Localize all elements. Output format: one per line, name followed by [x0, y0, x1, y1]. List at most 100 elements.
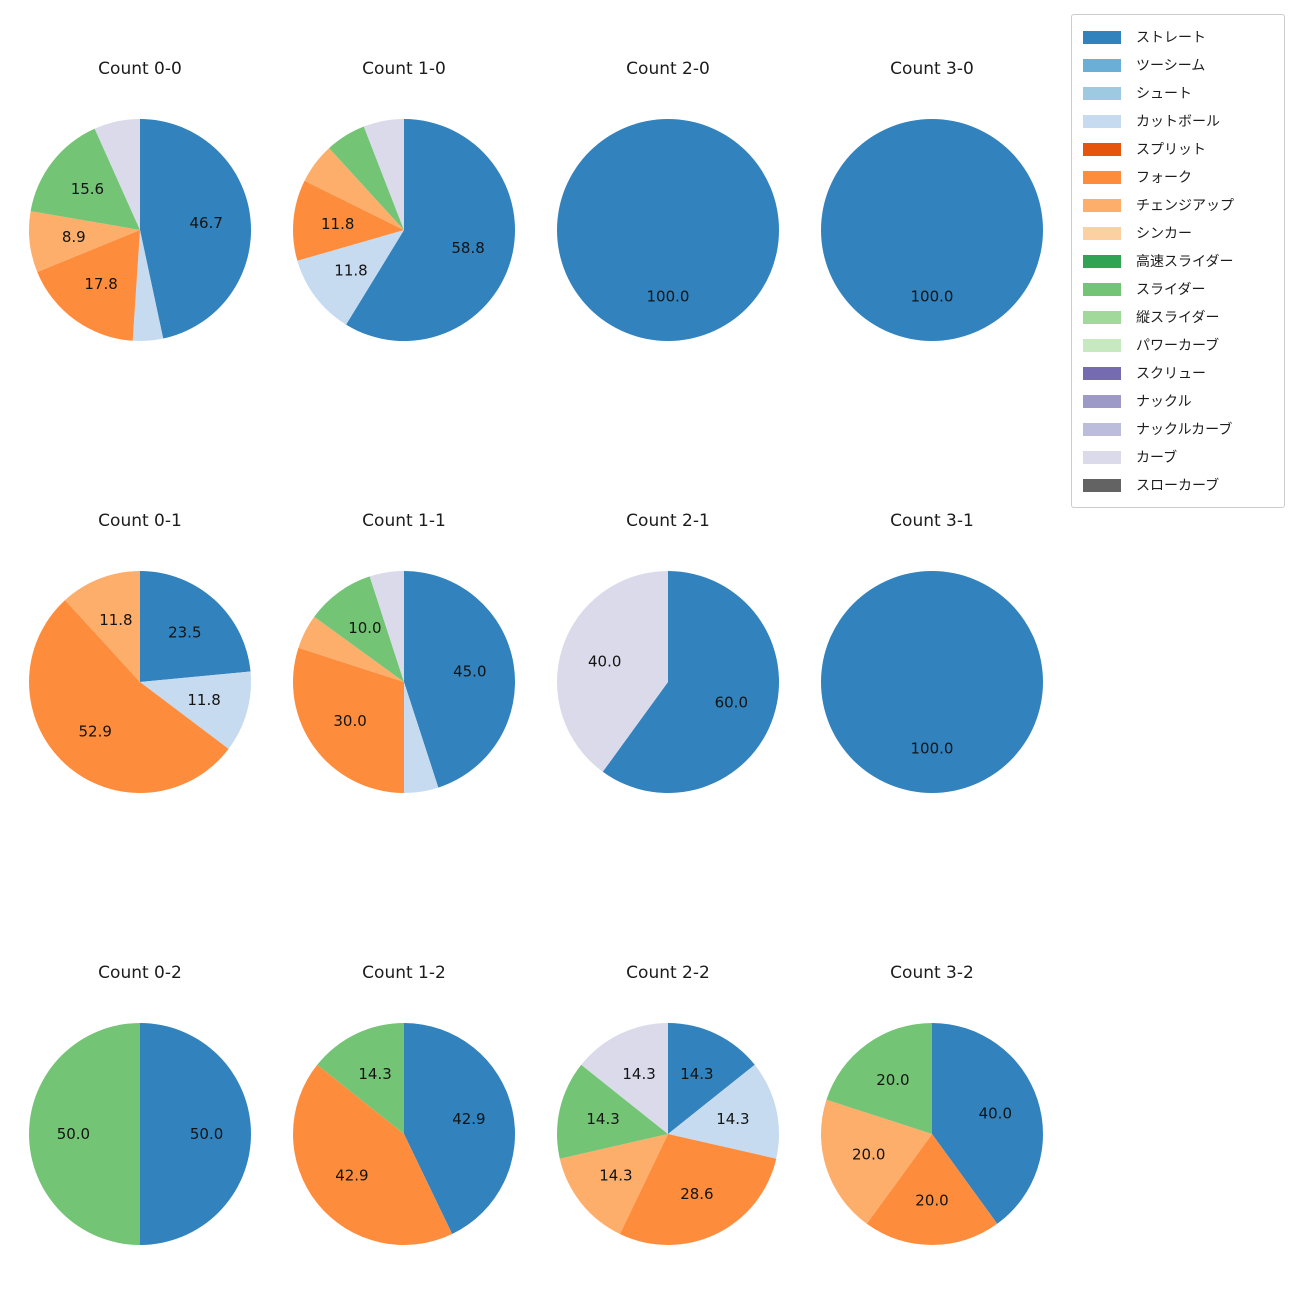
pie-slice-ストレート [602, 571, 780, 793]
pie-slice-pct-label: 14.3 [622, 1065, 655, 1083]
chart-title: Count 0-2 [98, 963, 182, 983]
chart-title: Count 1-2 [362, 963, 446, 983]
pie-count-0-1: 23.5 11.8 52.9 11.8 [29, 571, 252, 793]
legend-label: 高速スライダー [1136, 254, 1234, 270]
pie-slice-ストレート [404, 1023, 516, 1235]
pie-slice-カットボール [140, 671, 252, 749]
pie-slice-スライダー [556, 1064, 668, 1159]
pie-cell-count-1-2: Count 1-2 42.9 42.9 14.3 [272, 956, 536, 1286]
pie-count-1-0: 58.8 11.8 11.8 [293, 119, 516, 341]
pie-slice-カーブ [363, 119, 404, 230]
legend-item: シュート [1072, 79, 1284, 107]
pie-slice-pct-label: 15.6 [71, 180, 104, 198]
chart-title: Count 0-0 [98, 59, 182, 79]
legend-label: シンカー [1136, 226, 1192, 242]
pie-slice-pct-label: 14.3 [716, 1110, 749, 1128]
pie-count-1-2: 42.9 42.9 14.3 [292, 1023, 516, 1246]
pie-slice-pct-label: 11.8 [187, 691, 220, 709]
pie-slice-スライダー [317, 1023, 404, 1134]
pie-slice-ストレート [668, 1023, 755, 1134]
pie-slice-pct-label: 40.0 [588, 652, 621, 670]
legend-swatch [1083, 254, 1121, 268]
pie-slice-pct-label: 100.0 [911, 288, 954, 306]
pie-slice-ストレート [140, 1023, 251, 1245]
pie-slice-pct-label: 50.0 [190, 1125, 223, 1143]
legend-swatch [1083, 58, 1121, 72]
legend-item: パワーカーブ [1072, 331, 1284, 359]
pie-count-0-2: 50.0 50.0 [29, 1023, 251, 1245]
legend-swatch [1083, 226, 1121, 240]
legend-swatch [1083, 394, 1121, 408]
chart-title: Count 3-1 [890, 511, 974, 531]
pie-slice-フォーク [37, 230, 141, 341]
legend-label: ナックル [1136, 394, 1192, 410]
pie-cell-count-2-2: Count 2-2 14.3 14.3 28.6 14.3 14.3 14.3 [536, 956, 800, 1286]
pie-slice-pct-label: 40.0 [979, 1104, 1012, 1122]
pie-slice-pct-label: 11.8 [99, 611, 132, 629]
pie-cell-count-0-1: Count 0-1 23.5 11.8 52.9 11.8 [8, 504, 272, 834]
pie-count-2-1: 60.0 40.0 [557, 571, 780, 793]
pie-slice-スライダー [329, 126, 404, 230]
pie-count-3-0: 100.0 [821, 119, 1043, 341]
pie-slice-pct-label: 45.0 [453, 663, 486, 681]
pie-slice-カットボール [297, 230, 404, 325]
pie-cell-count-0-2: Count 0-2 50.0 50.0 [8, 956, 272, 1286]
pie-slice-pct-label: 14.3 [358, 1065, 391, 1083]
pie-slice-チェンジアップ [304, 148, 404, 230]
legend-item: ツーシーム [1072, 51, 1284, 79]
legend-swatch [1083, 310, 1121, 324]
pie-slice-pct-label: 42.9 [452, 1110, 485, 1128]
pie-slice-フォーク [292, 1064, 453, 1246]
pie-slice-ストレート [140, 119, 252, 339]
chart-title: Count 1-0 [362, 59, 446, 79]
pie-slice-pct-label: 30.0 [333, 712, 366, 730]
legend-item: スライダー [1072, 275, 1284, 303]
pie-slice-pct-label: 8.9 [62, 228, 86, 246]
pie-cell-count-2-1: Count 2-1 60.0 40.0 [536, 504, 800, 834]
pie-slice-カーブ [581, 1023, 668, 1134]
chart-title: Count 3-0 [890, 59, 974, 79]
legend-label: 縦スライダー [1136, 310, 1220, 326]
legend-item: カーブ [1072, 443, 1284, 471]
pie-slice-pct-label: 14.3 [599, 1167, 632, 1185]
pie-slice-カーブ [557, 571, 668, 772]
legend-swatch [1083, 282, 1121, 296]
legend-item: スローカーブ [1072, 471, 1284, 499]
legend-item: スクリュー [1072, 359, 1284, 387]
chart-title: Count 0-1 [98, 511, 182, 531]
pie-count-0-0: 46.7 17.8 8.9 15.6 [28, 119, 252, 342]
pie-slice-カーブ [94, 119, 140, 230]
pie-slice-pct-label: 14.3 [586, 1110, 619, 1128]
pie-slice-pct-label: 20.0 [852, 1146, 885, 1164]
legend-item: ストレート [1072, 23, 1284, 51]
legend-item: チェンジアップ [1072, 191, 1284, 219]
pie-count-3-2: 40.0 20.0 20.0 20.0 [820, 1023, 1043, 1245]
legend-item: シンカー [1072, 219, 1284, 247]
pie-slice-pct-label: 20.0 [876, 1071, 909, 1089]
legend-item: ナックル [1072, 387, 1284, 415]
chart-title: Count 2-0 [626, 59, 710, 79]
legend-label: パワーカーブ [1136, 338, 1220, 354]
legend-label: シュート [1136, 86, 1192, 102]
pie-slice-スライダー [30, 128, 140, 230]
legend-swatch [1083, 478, 1121, 492]
pie-slice-スライダー [29, 1023, 140, 1245]
legend-label: ストレート [1136, 30, 1206, 46]
legend-swatch [1083, 30, 1121, 44]
pie-slice-カットボール [668, 1064, 780, 1159]
pie-slice-pct-label: 100.0 [911, 740, 954, 758]
pie-slice-pct-label: 52.9 [78, 722, 111, 740]
pie-slice-チェンジアップ [559, 1134, 668, 1235]
legend-label: ナックルカーブ [1136, 422, 1233, 438]
legend-label: カーブ [1136, 450, 1178, 466]
pie-cell-count-3-1: Count 3-1 100.0 [800, 504, 1064, 834]
legend-item: フォーク [1072, 163, 1284, 191]
legend-item: スプリット [1072, 135, 1284, 163]
legend-swatch [1083, 198, 1121, 212]
pie-slice-pct-label: 60.0 [715, 694, 748, 712]
pie-count-2-2: 14.3 14.3 28.6 14.3 14.3 14.3 [556, 1023, 780, 1246]
legend-swatch [1083, 170, 1121, 184]
legend-item: 高速スライダー [1072, 247, 1284, 275]
legend-swatch [1083, 142, 1121, 156]
pie-slice-カーブ [369, 571, 404, 682]
